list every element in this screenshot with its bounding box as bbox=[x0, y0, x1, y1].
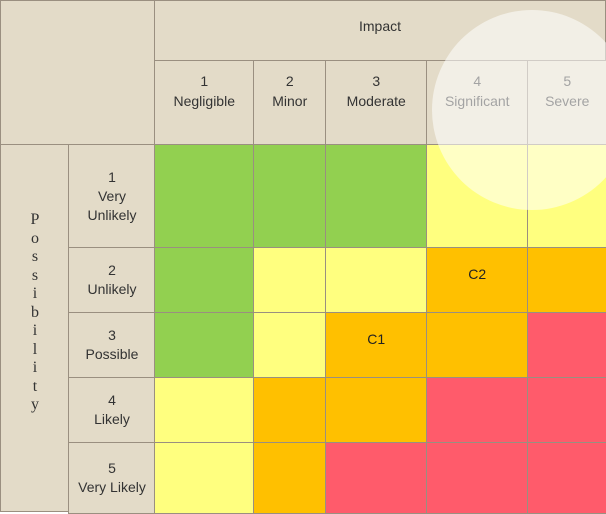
column-number: 2 bbox=[285, 73, 294, 89]
row-header-3: 3 Possible bbox=[68, 312, 156, 379]
risk-cell-r5-c3 bbox=[325, 442, 428, 514]
row-header-5: 5 Very Likely bbox=[68, 442, 156, 514]
row-num: 1 bbox=[108, 169, 116, 185]
row-label2: Unlikely bbox=[87, 207, 137, 223]
risk-cell-r2-c3 bbox=[325, 247, 428, 314]
row-label1: Very bbox=[97, 188, 126, 204]
column-header-2: 2 Minor bbox=[253, 60, 327, 146]
row-header-2: 2 Unlikely bbox=[68, 247, 156, 314]
risk-cell-r5-c2 bbox=[253, 442, 327, 514]
risk-cell-r2-c1 bbox=[154, 247, 255, 314]
risk-cell-r3-c1 bbox=[154, 312, 255, 379]
column-label: Moderate bbox=[346, 93, 406, 109]
risk-marker-label: C2 bbox=[468, 266, 487, 282]
risk-cell-r5-c5 bbox=[527, 442, 606, 514]
column-header-4: 4 Significant bbox=[426, 60, 529, 146]
column-label: Negligible bbox=[173, 93, 235, 109]
risk-cell-r2-c5 bbox=[527, 247, 606, 314]
column-number: 1 bbox=[200, 73, 209, 89]
corner-cell bbox=[0, 0, 156, 146]
row-label1: Possible bbox=[85, 346, 139, 362]
row-num: 2 bbox=[108, 262, 116, 278]
risk-cell-r3-c4 bbox=[426, 312, 529, 379]
row-num: 3 bbox=[108, 327, 116, 343]
risk-cell-r4-c2 bbox=[253, 377, 327, 444]
column-header-5: 5 Severe bbox=[527, 60, 606, 146]
risk-cell-r4-c3 bbox=[325, 377, 428, 444]
row-label1: Very Likely bbox=[78, 479, 146, 495]
column-label: Minor bbox=[272, 93, 308, 109]
column-header-1: 1 Negligible bbox=[154, 60, 255, 146]
risk-cell-r3-c5 bbox=[527, 312, 606, 379]
risk-cell-r2-c2 bbox=[253, 247, 327, 314]
column-header-3: 3 Moderate bbox=[325, 60, 428, 146]
row-label1: Likely bbox=[94, 411, 130, 427]
risk-cell-r1-c5 bbox=[527, 144, 606, 249]
row-num: 5 bbox=[108, 460, 116, 476]
column-number: 5 bbox=[563, 73, 572, 89]
row-header-4: 4 Likely bbox=[68, 377, 156, 444]
risk-cell-r1-c1 bbox=[154, 144, 255, 249]
risk-marker-label: C1 bbox=[367, 331, 386, 347]
risk-cell-r3-c3: C1 bbox=[325, 312, 428, 379]
row-num: 4 bbox=[108, 392, 116, 408]
risk-cell-r2-c4: C2 bbox=[426, 247, 529, 314]
column-label: Significant bbox=[444, 93, 510, 109]
impact-header-label: Impact bbox=[358, 18, 401, 34]
risk-cell-r1-c2 bbox=[253, 144, 327, 249]
risk-cell-r4-c4 bbox=[426, 377, 529, 444]
risk-cell-r4-c5 bbox=[527, 377, 606, 444]
risk-cell-r1-c4 bbox=[426, 144, 529, 249]
risk-cell-r5-c1 bbox=[154, 442, 255, 514]
row-label1: Unlikely bbox=[87, 281, 137, 297]
risk-cell-r3-c2 bbox=[253, 312, 327, 379]
column-number: 4 bbox=[473, 73, 482, 89]
risk-cell-r5-c4 bbox=[426, 442, 529, 514]
risk-cell-r1-c3 bbox=[325, 144, 428, 249]
risk-cell-r4-c1 bbox=[154, 377, 255, 444]
impact-header: Impact bbox=[154, 0, 606, 62]
column-number: 3 bbox=[372, 73, 381, 89]
column-label: Severe bbox=[545, 93, 590, 109]
row-header-1: 1 Very Unlikely bbox=[68, 144, 156, 249]
